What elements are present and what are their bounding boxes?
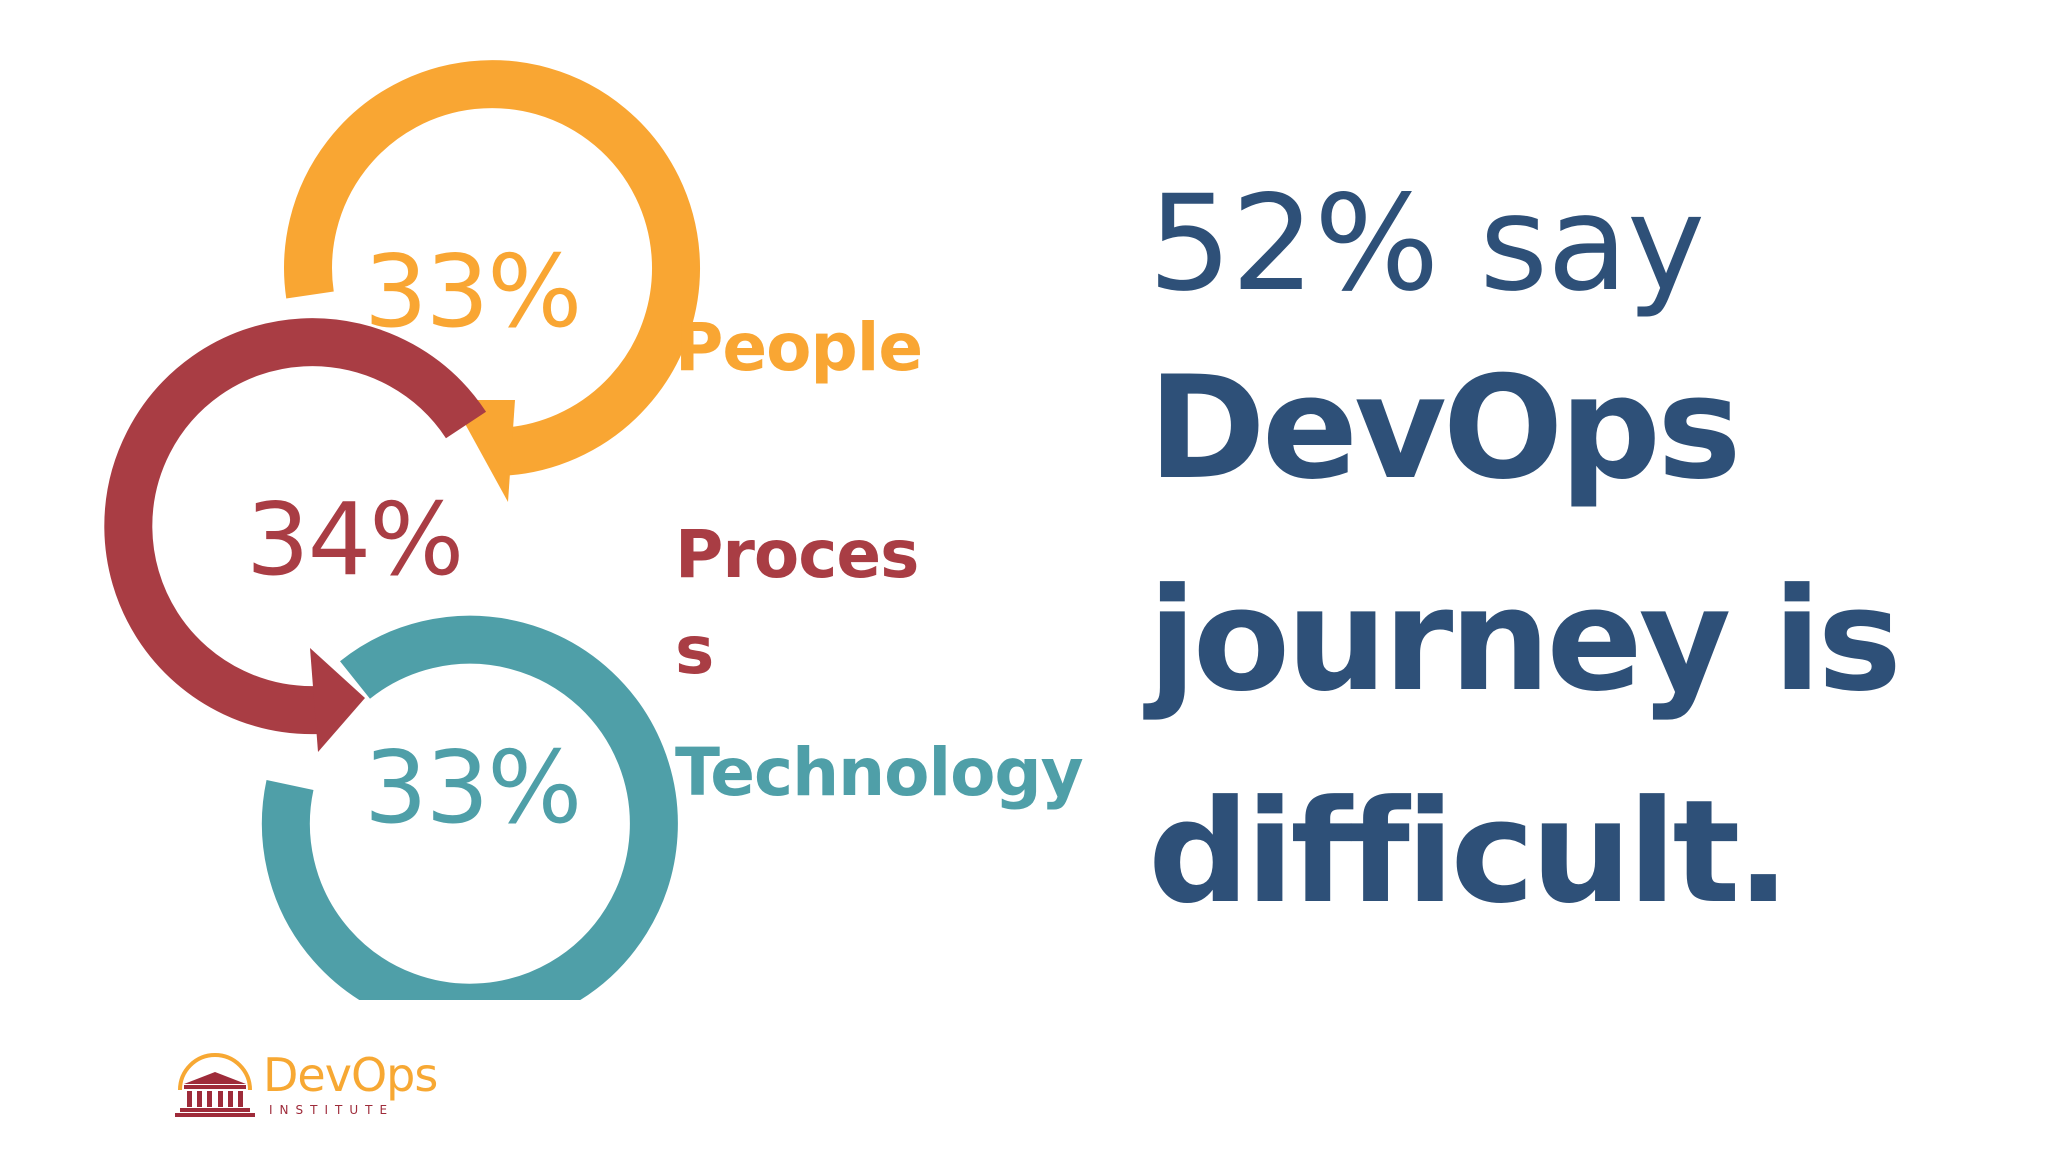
headline: 52% say DevOps journey is difficult. bbox=[1148, 167, 1902, 994]
logo-name: DevOps bbox=[263, 1048, 438, 1102]
devops-institute-logo: DevOps INSTITUTE bbox=[170, 1050, 470, 1122]
process-label-line1: Proces bbox=[675, 516, 919, 593]
technology-ring-arrow bbox=[261, 615, 678, 1000]
headline-line-4: difficult. bbox=[1148, 770, 1790, 935]
temple-icon bbox=[175, 1053, 255, 1117]
headline-line-1: 52% say bbox=[1148, 167, 1705, 321]
people-ring-arrow bbox=[284, 60, 701, 502]
cycle-diagram bbox=[104, 60, 701, 1000]
process-percent: 34% bbox=[246, 481, 464, 598]
headline-line-3: journey is bbox=[1148, 558, 1902, 723]
technology-percent: 33% bbox=[364, 729, 582, 846]
headline-line-2: DevOps bbox=[1148, 346, 1742, 511]
process-ring-arrow bbox=[104, 318, 487, 752]
technology-label: Technology bbox=[675, 734, 1084, 811]
process-label-line2: s bbox=[675, 612, 714, 689]
people-label: People bbox=[675, 309, 923, 386]
logo-subtitle: INSTITUTE bbox=[269, 1103, 395, 1117]
people-percent: 33% bbox=[364, 233, 582, 350]
